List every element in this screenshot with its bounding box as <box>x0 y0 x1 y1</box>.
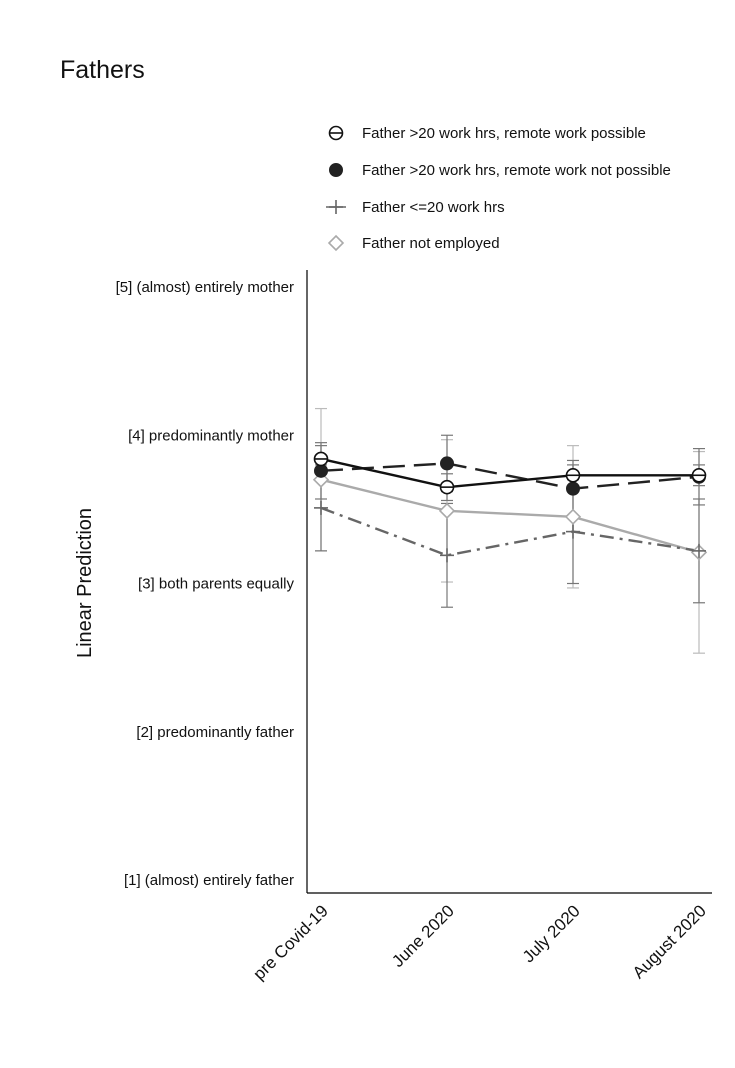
data-point <box>440 456 454 471</box>
data-point <box>566 481 580 496</box>
x-tick-labels: pre Covid-19 June 2020 July 2020 August 202… <box>250 901 710 983</box>
series-line <box>320 506 700 557</box>
y-tick-label: [5] (almost) entirely mother <box>116 279 294 296</box>
x-tick-label: August 2020 <box>629 901 710 982</box>
series-lines <box>320 457 700 557</box>
data-point <box>314 463 328 478</box>
legend-entry: Father >20 work hrs, remote work possibl… <box>328 125 646 142</box>
legend: Father >20 work hrs, remote work possibl… <box>326 125 671 252</box>
y-tick-label: [2] predominantly father <box>136 724 294 741</box>
data-point <box>314 500 328 515</box>
legend-marker <box>328 125 344 141</box>
y-tick-label: [4] predominantly mother <box>128 427 294 444</box>
axes <box>306 270 712 894</box>
legend-marker <box>327 234 345 252</box>
data-point <box>439 479 455 495</box>
data-point <box>566 524 580 539</box>
legend-label: Father >20 work hrs, remote work not pos… <box>362 162 671 179</box>
data-point <box>565 467 581 483</box>
legend-marker <box>329 200 343 214</box>
y-tick-label: [3] both parents equally <box>138 576 294 593</box>
chart-title: Fathers <box>60 56 145 84</box>
legend-entry: Father >20 work hrs, remote work not pos… <box>329 162 671 179</box>
y-axis-title: Linear Prediction <box>74 508 96 658</box>
data-point <box>438 502 456 519</box>
x-tick-label: pre Covid-19 <box>250 901 332 983</box>
legend-label: Father >20 work hrs, remote work possibl… <box>362 125 646 142</box>
data-point <box>691 467 707 483</box>
legend-entry: Father not employed <box>327 234 500 252</box>
series-line <box>320 457 699 489</box>
y-axis-title-group: Linear Prediction <box>74 508 96 658</box>
legend-marker <box>329 163 343 177</box>
series-markers <box>312 451 708 563</box>
data-point <box>692 543 706 558</box>
legend-label: Father not employed <box>362 235 500 252</box>
x-tick-label: June 2020 <box>388 901 458 971</box>
data-point <box>440 548 454 563</box>
data-point <box>313 451 329 467</box>
series-error-bars <box>315 407 705 654</box>
legend-entry: Father <=20 work hrs <box>326 199 505 216</box>
series-line <box>320 462 700 490</box>
x-tick-label: July 2020 <box>519 901 584 966</box>
y-tick-labels: [5] (almost) entirely mother [4] predomin… <box>116 279 295 889</box>
data-point <box>564 508 582 525</box>
series-line <box>320 478 700 554</box>
legend-label: Father <=20 work hrs <box>362 199 505 216</box>
y-tick-label: [1] (almost) entirely father <box>124 872 294 889</box>
